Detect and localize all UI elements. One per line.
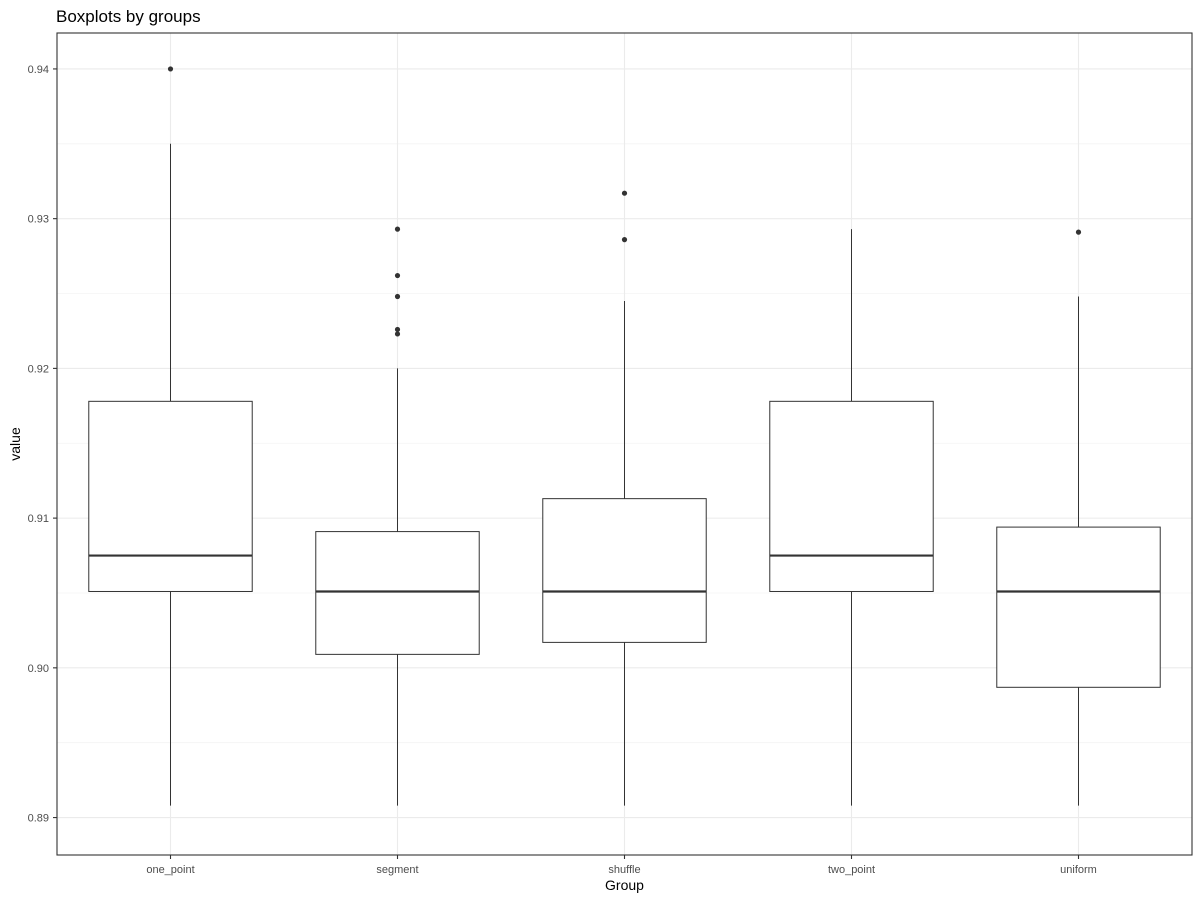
y-tick-label: 0.90 (28, 663, 49, 675)
box-iqr (769, 400, 934, 592)
box-iqr (996, 526, 1161, 688)
outlier-point (394, 293, 401, 300)
y-tick-label: 0.94 (28, 64, 49, 76)
outlier-point (167, 66, 174, 72)
box-iqr (88, 400, 253, 592)
x-tick-label: two_point (828, 864, 875, 876)
x-axis-title: Group (605, 877, 644, 893)
x-tick-label: uniform (1060, 864, 1097, 876)
box-iqr (315, 531, 480, 655)
outlier-point (621, 237, 628, 243)
box-group-one_point (88, 66, 253, 806)
y-tick-label: 0.92 (28, 363, 49, 375)
outlier-point (394, 226, 401, 232)
outlier-point (1075, 229, 1082, 235)
chart-title: Boxplots by groups (56, 7, 201, 26)
y-tick-label: 0.93 (28, 214, 49, 226)
y-tick-label: 0.91 (28, 513, 49, 525)
boxes (88, 66, 1161, 806)
outlier-point (394, 331, 401, 337)
axes: 0.89 0.90 0.91 0.92 0.93 0.94 one_point segment… (28, 64, 1097, 876)
outlier-point (394, 326, 401, 333)
outlier-point (394, 272, 401, 279)
box-group-segment (315, 226, 480, 806)
box-group-uniform (996, 229, 1161, 806)
box-group-shuffle (542, 190, 707, 806)
y-tick-label: 0.89 (28, 813, 49, 825)
y-axis-title: value (7, 427, 23, 461)
outlier-point (621, 190, 628, 196)
x-tick-label: one_point (146, 864, 194, 876)
box-iqr (542, 498, 707, 643)
x-tick-label: shuffle (608, 864, 640, 876)
box-group-two_point (769, 229, 934, 806)
x-tick-label: segment (376, 864, 418, 876)
